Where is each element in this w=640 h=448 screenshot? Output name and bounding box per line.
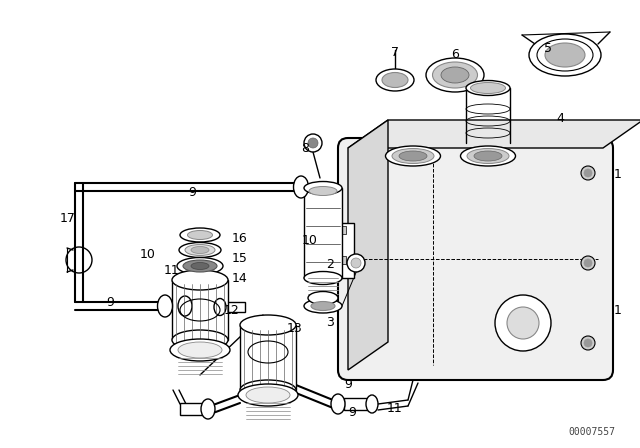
Text: 3: 3 — [326, 315, 334, 328]
Ellipse shape — [240, 315, 296, 335]
Ellipse shape — [188, 231, 212, 240]
Ellipse shape — [392, 148, 434, 164]
Ellipse shape — [308, 292, 338, 305]
Ellipse shape — [304, 181, 342, 194]
Ellipse shape — [294, 176, 308, 198]
Bar — [190, 300, 220, 313]
Polygon shape — [348, 120, 388, 370]
Text: 1: 1 — [614, 168, 622, 181]
Circle shape — [581, 256, 595, 270]
Text: 2: 2 — [326, 258, 334, 271]
Text: 9: 9 — [348, 406, 356, 419]
Circle shape — [347, 254, 365, 272]
Ellipse shape — [240, 380, 296, 400]
Ellipse shape — [474, 151, 502, 161]
Text: 14: 14 — [232, 271, 248, 284]
Ellipse shape — [172, 330, 228, 350]
Ellipse shape — [178, 342, 222, 358]
Bar — [344, 398, 372, 410]
Ellipse shape — [170, 339, 230, 361]
Text: 9: 9 — [188, 185, 196, 198]
Circle shape — [584, 169, 592, 177]
Circle shape — [304, 134, 322, 152]
Text: 7: 7 — [391, 46, 399, 59]
Bar — [336, 223, 354, 278]
Text: 11: 11 — [164, 263, 180, 276]
Circle shape — [584, 259, 592, 267]
Circle shape — [507, 307, 539, 339]
Ellipse shape — [185, 245, 215, 255]
Ellipse shape — [385, 146, 440, 166]
Bar — [336, 226, 346, 234]
Ellipse shape — [304, 299, 342, 313]
Ellipse shape — [366, 395, 378, 413]
Ellipse shape — [304, 271, 342, 284]
Text: 5: 5 — [544, 42, 552, 55]
Text: 15: 15 — [232, 251, 248, 264]
Ellipse shape — [180, 228, 220, 242]
Text: 12: 12 — [224, 303, 240, 316]
Circle shape — [351, 258, 361, 268]
Ellipse shape — [246, 387, 290, 403]
Bar — [223, 302, 245, 312]
Circle shape — [308, 138, 318, 148]
FancyBboxPatch shape — [338, 138, 613, 380]
Ellipse shape — [529, 34, 601, 76]
Ellipse shape — [214, 298, 226, 315]
Circle shape — [495, 295, 551, 351]
Ellipse shape — [467, 148, 509, 164]
Ellipse shape — [191, 263, 209, 270]
Ellipse shape — [376, 69, 414, 91]
Ellipse shape — [201, 399, 215, 419]
Text: 17: 17 — [60, 211, 76, 224]
Ellipse shape — [399, 151, 427, 161]
Polygon shape — [348, 120, 640, 148]
Ellipse shape — [331, 394, 345, 414]
Bar — [172, 280, 228, 340]
Ellipse shape — [177, 258, 223, 275]
Bar — [180, 403, 208, 415]
Text: 8: 8 — [301, 142, 309, 155]
Text: 9: 9 — [344, 379, 352, 392]
Ellipse shape — [179, 242, 221, 258]
Text: 6: 6 — [451, 48, 459, 61]
Ellipse shape — [309, 186, 337, 195]
Circle shape — [581, 166, 595, 180]
Ellipse shape — [157, 295, 173, 317]
Ellipse shape — [466, 81, 510, 95]
Ellipse shape — [311, 302, 335, 310]
Ellipse shape — [441, 67, 469, 83]
Ellipse shape — [191, 246, 209, 254]
Ellipse shape — [183, 260, 217, 272]
Ellipse shape — [426, 58, 484, 92]
Text: 10: 10 — [302, 233, 318, 246]
Circle shape — [584, 339, 592, 347]
Text: 10: 10 — [140, 249, 156, 262]
Text: 4: 4 — [556, 112, 564, 125]
Ellipse shape — [238, 384, 298, 406]
Text: 00007557: 00007557 — [568, 427, 616, 437]
Text: 1: 1 — [614, 303, 622, 316]
Ellipse shape — [382, 73, 408, 87]
Bar — [240, 325, 296, 390]
Ellipse shape — [545, 43, 585, 67]
Text: 16: 16 — [232, 232, 248, 245]
Ellipse shape — [470, 82, 506, 94]
Ellipse shape — [172, 270, 228, 290]
Text: 11: 11 — [387, 401, 403, 414]
Ellipse shape — [433, 62, 477, 88]
Text: 13: 13 — [287, 322, 303, 335]
Ellipse shape — [178, 296, 192, 316]
Bar — [304, 188, 342, 278]
Circle shape — [581, 336, 595, 350]
Text: 9: 9 — [106, 296, 114, 309]
Ellipse shape — [461, 146, 515, 166]
Bar — [336, 256, 346, 264]
